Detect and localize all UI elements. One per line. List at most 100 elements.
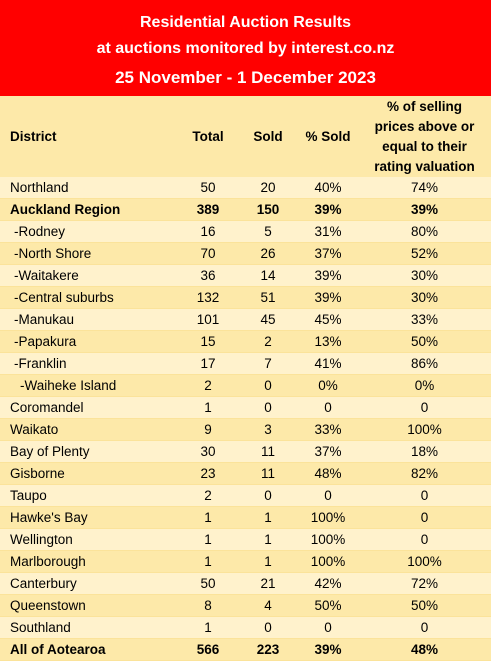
cell-rating-valuation: 50% [358, 330, 491, 353]
cell-pct-sold: 39% [298, 198, 358, 221]
cell-sold: 45 [238, 308, 298, 331]
cell-district: Canterbury [0, 572, 178, 595]
table-row: -North Shore 70 26 37% 52% [0, 242, 491, 265]
cell-total: 50 [178, 572, 238, 595]
cell-rating-valuation: 100% [358, 550, 491, 573]
cell-rating-valuation: 82% [358, 462, 491, 485]
cell-district: Bay of Plenty [0, 440, 178, 463]
cell-pct-sold: 13% [298, 330, 358, 353]
cell-total: 566 [178, 638, 238, 661]
cell-rating-valuation: 33% [358, 308, 491, 331]
cell-pct-sold: 0 [298, 484, 358, 507]
cell-pct-sold: 31% [298, 220, 358, 243]
table-row: -Rodney 16 5 31% 80% [0, 220, 491, 243]
cell-sold: 11 [238, 440, 298, 463]
cell-district: -Manukau [0, 308, 178, 331]
column-header-pct-sold: % Sold [305, 128, 351, 144]
table-header: District Total Sold % Sold % of selling … [0, 96, 491, 177]
report-header: Residential Auction Results at auctions … [0, 0, 491, 96]
cell-pct-sold: 39% [298, 264, 358, 287]
cell-sold: 1 [238, 528, 298, 551]
cell-rating-valuation: 100% [358, 418, 491, 441]
cell-rating-valuation: 0 [358, 506, 491, 529]
rating-header-line: % of selling [386, 98, 462, 114]
cell-district: Northland [0, 177, 178, 199]
cell-pct-sold: 45% [298, 308, 358, 331]
cell-sold: 1 [238, 506, 298, 529]
cell-sold: 14 [238, 264, 298, 287]
cell-sold: 223 [238, 638, 298, 661]
cell-total: 9 [178, 418, 238, 441]
table-row: -Waitakere 36 14 39% 30% [0, 264, 491, 287]
table-row: Coromandel 1 0 0 0 [0, 396, 491, 419]
cell-pct-sold: 48% [298, 462, 358, 485]
table-row: Auckland Region 389 150 39% 39% [0, 198, 491, 221]
cell-rating-valuation: 80% [358, 220, 491, 243]
column-header-total: Total [192, 128, 224, 144]
cell-district: Waikato [0, 418, 178, 441]
table-row: -Central suburbs 132 51 39% 30% [0, 286, 491, 309]
cell-sold: 0 [238, 616, 298, 639]
cell-pct-sold: 0 [298, 616, 358, 639]
cell-pct-sold: 0% [298, 374, 358, 397]
cell-sold: 0 [238, 484, 298, 507]
table-row: Queenstown 8 4 50% 50% [0, 594, 491, 617]
cell-pct-sold: 100% [298, 528, 358, 551]
rating-header-line: prices above or [374, 118, 475, 134]
cell-pct-sold: 39% [298, 286, 358, 309]
cell-pct-sold: 42% [298, 572, 358, 595]
table-row: Hawke's Bay 1 1 100% 0 [0, 506, 491, 529]
cell-total: 101 [178, 308, 238, 331]
cell-pct-sold: 0 [298, 396, 358, 419]
cell-rating-valuation: 52% [358, 242, 491, 265]
cell-sold: 1 [238, 550, 298, 573]
cell-total: 15 [178, 330, 238, 353]
report-subtitle: at auctions monitored by interest.co.nz [96, 40, 395, 57]
table-row: All of Aotearoa 566 223 39% 48% [0, 638, 491, 661]
cell-total: 50 [178, 177, 238, 199]
cell-pct-sold: 39% [298, 638, 358, 661]
cell-rating-valuation: 0% [358, 374, 491, 397]
cell-total: 2 [178, 484, 238, 507]
cell-total: 70 [178, 242, 238, 265]
cell-rating-valuation: 18% [358, 440, 491, 463]
table-body: Northland 50 20 40% 74% Auckland Region 389 150… [0, 177, 491, 661]
cell-total: 8 [178, 594, 238, 617]
cell-pct-sold: 100% [298, 506, 358, 529]
cell-total: 1 [178, 396, 238, 419]
table-row: -Franklin 17 7 41% 86% [0, 352, 491, 375]
table-row: Taupo 2 0 0 0 [0, 484, 491, 507]
cell-sold: 51 [238, 286, 298, 309]
cell-pct-sold: 40% [298, 177, 358, 199]
cell-rating-valuation: 50% [358, 594, 491, 617]
cell-total: 36 [178, 264, 238, 287]
auction-results-table: District Total Sold % Sold % of selling … [0, 96, 491, 661]
cell-district: Coromandel [0, 396, 178, 419]
column-header-district: District [10, 128, 57, 144]
cell-sold: 0 [238, 374, 298, 397]
cell-total: 1 [178, 550, 238, 573]
cell-sold: 7 [238, 352, 298, 375]
cell-pct-sold: 37% [298, 440, 358, 463]
cell-total: 1 [178, 528, 238, 551]
cell-pct-sold: 37% [298, 242, 358, 265]
cell-rating-valuation: 39% [358, 198, 491, 221]
table-row: -Papakura 15 2 13% 50% [0, 330, 491, 353]
cell-total: 16 [178, 220, 238, 243]
table-row: Waikato 9 3 33% 100% [0, 418, 491, 441]
cell-district: -Rodney [0, 220, 178, 243]
cell-district: -Papakura [0, 330, 178, 353]
cell-sold: 21 [238, 572, 298, 595]
cell-district: Taupo [0, 484, 178, 507]
cell-district: -Central suburbs [0, 286, 178, 309]
cell-pct-sold: 50% [298, 594, 358, 617]
table-row: -Manukau 101 45 45% 33% [0, 308, 491, 331]
cell-district: Queenstown [0, 594, 178, 617]
rating-header-line: rating valuation [374, 158, 475, 174]
column-header-sold: Sold [253, 128, 283, 144]
cell-total: 17 [178, 352, 238, 375]
header-row: District Total Sold % Sold % of selling … [0, 96, 491, 177]
cell-rating-valuation: 0 [358, 528, 491, 551]
cell-district: Hawke's Bay [0, 506, 178, 529]
column-header-rating-valuation: % of selling prices above or equal to th… [358, 96, 491, 177]
